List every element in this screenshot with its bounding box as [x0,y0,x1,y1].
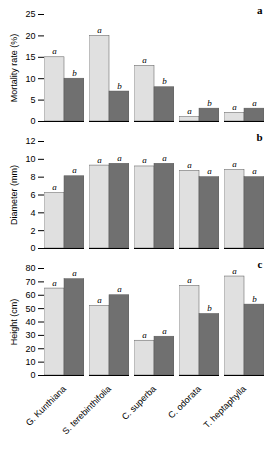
svg-text:60: 60 [25,290,35,300]
svg-text:a: a [97,155,102,165]
svg-text:a: a [187,106,192,116]
svg-text:20: 20 [25,31,35,41]
svg-text:b: b [207,303,212,313]
svg-text:a: a [97,25,102,35]
svg-text:a: a [252,98,257,108]
svg-text:Diameter (mm): Diameter (mm) [9,165,19,225]
svg-text:5: 5 [30,95,35,105]
svg-text:a: a [232,159,237,169]
svg-text:T. heptaphylla: T. heptaphylla [202,384,248,430]
svg-text:C. odorata: C. odorata [166,384,203,421]
svg-text:8: 8 [30,172,35,182]
svg-text:70: 70 [25,277,35,287]
svg-text:b: b [256,131,262,143]
svg-text:50: 50 [25,304,35,314]
svg-text:a: a [52,182,57,192]
svg-text:a: a [187,275,192,285]
svg-text:b: b [117,81,122,91]
svg-text:0: 0 [30,370,35,380]
svg-text:a: a [252,166,257,176]
svg-text:b: b [72,68,77,78]
svg-text:a: a [72,165,77,175]
svg-text:0: 0 [30,116,35,126]
svg-text:c: c [258,258,263,270]
svg-text:Mortality rate (%): Mortality rate (%) [9,34,19,103]
svg-text:a: a [257,4,263,16]
svg-text:b: b [252,294,257,304]
svg-text:a: a [142,155,147,165]
svg-text:a: a [72,268,77,278]
svg-text:a: a [52,278,57,288]
svg-text:a: a [232,102,237,112]
svg-text:25: 25 [25,9,35,19]
svg-text:10: 10 [25,74,35,84]
svg-text:a: a [162,153,167,163]
svg-text:a: a [117,153,122,163]
svg-text:12: 12 [25,136,35,146]
svg-text:a: a [117,284,122,294]
svg-text:a: a [142,330,147,340]
svg-text:a: a [142,55,147,65]
svg-text:G. Kunthiana: G. Kunthiana [24,384,68,428]
svg-text:10: 10 [25,154,35,164]
svg-text:40: 40 [25,317,35,327]
svg-text:6: 6 [30,190,35,200]
svg-text:80: 80 [25,263,35,273]
svg-text:S. terebinthifolia: S. terebinthifolia [60,384,113,437]
svg-text:C. superba: C. superba [120,384,158,422]
svg-text:15: 15 [25,52,35,62]
svg-text:a: a [162,326,167,336]
svg-text:a: a [97,295,102,305]
svg-text:10: 10 [25,357,35,367]
svg-text:2: 2 [30,226,35,236]
svg-text:a: a [207,166,212,176]
svg-text:4: 4 [30,208,35,218]
svg-text:20: 20 [25,344,35,354]
svg-text:a: a [232,266,237,276]
svg-text:b: b [207,98,212,108]
svg-text:0: 0 [30,243,35,253]
svg-text:Height (cm): Height (cm) [9,299,19,346]
svg-text:30: 30 [25,330,35,340]
svg-text:b: b [162,76,167,86]
svg-text:a: a [52,46,57,56]
svg-text:a: a [187,160,192,170]
